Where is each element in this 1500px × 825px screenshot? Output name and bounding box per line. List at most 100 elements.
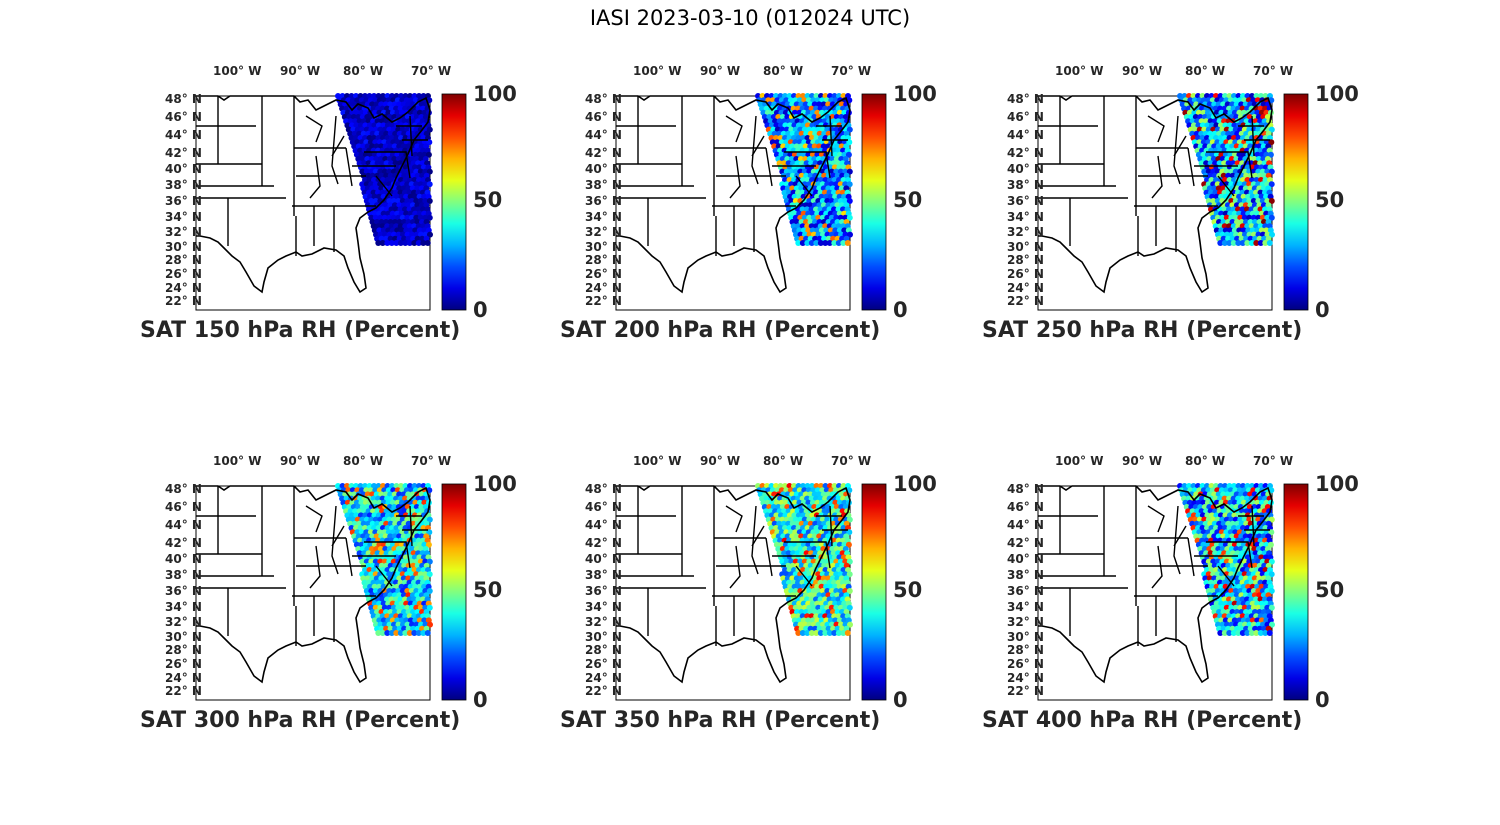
swath-dot: [1267, 541, 1274, 548]
colorbar-tick-label: 50: [473, 188, 503, 212]
colorbar: [1283, 483, 1309, 701]
swath-dot: [426, 168, 433, 175]
swath-dot: [846, 558, 853, 565]
lon-tick-label: 80° W: [343, 64, 384, 78]
lon-tick-label: 100° W: [213, 454, 262, 468]
swath-dot: [424, 630, 431, 636]
lon-tick-label: 100° W: [633, 64, 682, 78]
swath-dot: [846, 214, 853, 221]
swath-dot: [420, 240, 427, 246]
swath-dot: [425, 151, 432, 158]
state-borders: [616, 486, 786, 636]
lat-tick-label: 38° N: [165, 178, 202, 192]
state-borders: [1038, 486, 1116, 577]
swath-dot: [1248, 240, 1255, 246]
state-borders: [196, 96, 366, 246]
swath-dot: [831, 630, 838, 636]
lat-tick-label: 28° N: [585, 643, 622, 657]
map-panel-250: 100° W 90° W 80° W 70° W 48° N 46° N 44° N 42° …: [982, 60, 1412, 360]
map-panel-350: 100° W 90° W 80° W 70° W 48° N 46° N 44° N 42° …: [560, 450, 990, 750]
lat-tick-label: 22° N: [165, 684, 202, 698]
lat-tick-label: 32° N: [585, 225, 622, 239]
swath-dot: [846, 126, 853, 133]
lat-tick-label: 40° N: [585, 162, 622, 176]
state-borders: [305, 115, 411, 197]
panel-title: SAT 350 hPa RH (Percent): [560, 708, 881, 733]
map-content: [1038, 93, 1275, 294]
colorbar: [441, 93, 467, 311]
map-content: [196, 93, 433, 294]
swath-dot: [835, 240, 842, 246]
swath-dot: [846, 168, 853, 175]
swath-dot: [379, 240, 386, 246]
lat-tick-label: 24° N: [585, 281, 622, 295]
swath-dot: [426, 181, 433, 188]
colorbar: [861, 483, 887, 701]
swath-dot: [1268, 516, 1275, 523]
lat-tick-label: 38° N: [585, 178, 622, 192]
swath-dot: [426, 571, 433, 578]
us-outline: [616, 485, 851, 684]
swath-dot: [388, 630, 395, 636]
swath-dot: [826, 240, 833, 246]
swath-dot: [846, 198, 853, 204]
state-borders: [616, 96, 694, 187]
lon-tick-label: 90° W: [1122, 454, 1163, 468]
lat-tick-label: 40° N: [165, 162, 202, 176]
swath-dot: [817, 240, 824, 246]
lon-tick-label: 70° W: [831, 454, 872, 468]
swath-dot: [1267, 151, 1274, 158]
map-panel-400: 100° W 90° W 80° W 70° W 48° N 46° N 44° N 42° …: [982, 450, 1412, 750]
lat-tick-label: 48° N: [165, 92, 202, 106]
lat-tick-label: 44° N: [165, 518, 202, 532]
swath-dot: [426, 198, 433, 204]
colorbar-tick-label: 100: [473, 82, 517, 106]
lat-tick-label: 32° N: [1007, 225, 1044, 239]
swath-dot: [846, 604, 853, 611]
state-borders: [616, 486, 694, 577]
swath-dot: [1269, 231, 1275, 238]
swath-dot: [799, 630, 806, 636]
lat-tick-label: 24° N: [1007, 671, 1044, 685]
state-borders: [1134, 205, 1218, 256]
lat-tick-label: 36° N: [585, 584, 622, 598]
swath-dot: [1235, 240, 1242, 246]
swath-dot: [846, 516, 853, 523]
panel-title: SAT 150 hPa RH (Percent): [140, 318, 461, 343]
lon-tick-label: 90° W: [280, 454, 321, 468]
swath-dot: [1217, 240, 1224, 246]
swath-dot: [1217, 630, 1224, 636]
swath-dot: [844, 630, 851, 636]
lat-tick-label: 38° N: [1007, 178, 1044, 192]
swath-dot: [1230, 240, 1237, 246]
swath-dot: [426, 516, 433, 523]
swath-dot: [415, 630, 422, 636]
lat-tick-label: 24° N: [1007, 281, 1044, 295]
lat-tick-label: 44° N: [585, 128, 622, 142]
lon-tick-label: 90° W: [280, 64, 321, 78]
state-borders: [712, 205, 796, 256]
swath-dot: [426, 558, 433, 565]
lon-tick-label: 90° W: [700, 454, 741, 468]
swath-dot: [1244, 630, 1251, 636]
state-borders: [305, 505, 411, 587]
map-content: [616, 483, 853, 684]
state-borders: [396, 505, 428, 547]
swath-dot: [844, 240, 851, 246]
lon-tick-label: 80° W: [763, 454, 804, 468]
lon-tick-label: 70° W: [411, 454, 452, 468]
swath-dot: [1268, 181, 1275, 188]
map-panel-150: 100° W 90° W 80° W 70° W 48° N 46° N 44° N 42° …: [140, 60, 570, 360]
swath-dot: [846, 571, 853, 578]
lat-tick-label: 44° N: [585, 518, 622, 532]
state-borders: [616, 96, 786, 246]
map-svg: [195, 483, 467, 701]
swath-dot: [427, 621, 433, 628]
lat-tick-label: 32° N: [585, 615, 622, 629]
lat-tick-label: 38° N: [585, 568, 622, 582]
lat-tick-label: 24° N: [585, 671, 622, 685]
lat-tick-label: 38° N: [165, 568, 202, 582]
lat-tick-label: 42° N: [585, 536, 622, 550]
swath-dot: [845, 151, 852, 158]
state-borders: [1147, 115, 1253, 197]
